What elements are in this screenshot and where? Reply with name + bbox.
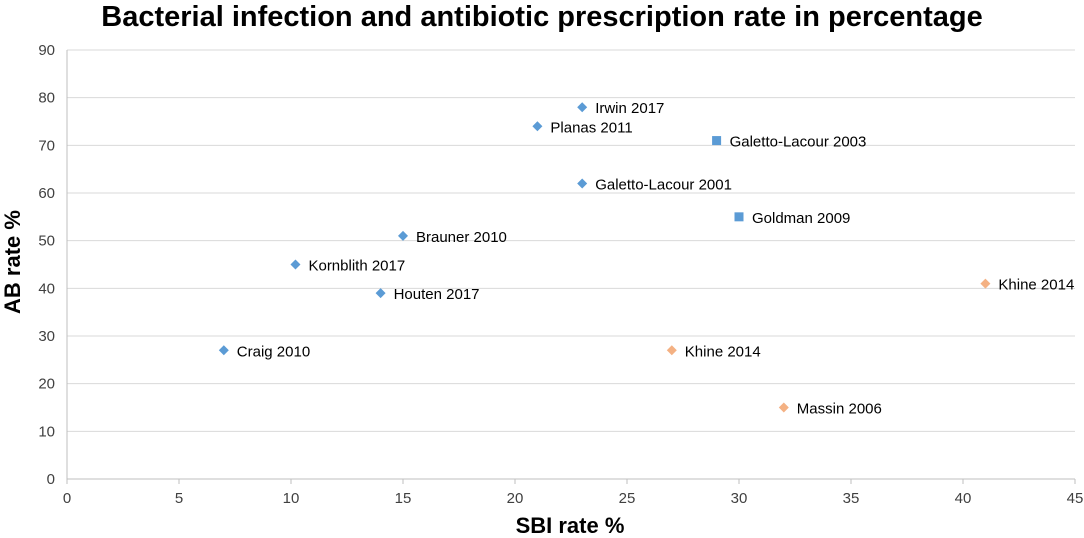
y-tick-label: 50: [38, 233, 55, 250]
data-label: Kornblith 2017: [308, 258, 405, 275]
data-point-diamond: [290, 259, 301, 270]
data-point-diamond: [577, 178, 588, 189]
grid: [66, 49, 1076, 484]
x-tick-label: 20: [507, 490, 524, 507]
x-tick-label: 25: [619, 490, 636, 507]
data-label: Planas 2011: [550, 119, 632, 136]
x-tick-label: 10: [283, 490, 300, 507]
x-tick-label: 45: [1067, 490, 1084, 507]
x-tick-label: 15: [395, 490, 412, 507]
data-point-diamond: [398, 230, 408, 241]
data-label: Khine 2014: [998, 277, 1074, 294]
y-tick-label: 20: [38, 376, 55, 393]
data-label: Khine 2014: [685, 343, 761, 360]
data-point-diamond: [980, 278, 991, 289]
data-point-diamond: [778, 402, 789, 413]
data-points: [218, 102, 991, 413]
data-point-square: [712, 136, 722, 146]
y-tick-label: 0: [47, 471, 55, 488]
tick-labels: 0 10 20 30 40 50 60 70 80 90 0 5 10 15 20 25 30 35 40 45: [38, 42, 1083, 507]
data-label: Goldman 2009: [752, 210, 850, 227]
y-tick-label: 30: [38, 328, 55, 345]
data-point-diamond: [218, 345, 229, 356]
y-tick-label: 60: [38, 185, 55, 202]
x-axis-label: SBI rate %: [516, 513, 625, 538]
data-label: Galetto-Lacour 2003: [730, 134, 867, 151]
x-tick-label: 30: [731, 490, 748, 507]
y-tick-label: 10: [38, 423, 55, 440]
data-point-diamond: [532, 121, 543, 132]
data-label: Irwin 2017: [595, 100, 664, 117]
y-tick-label: 70: [38, 137, 55, 154]
x-tick-label: 40: [955, 490, 972, 507]
y-tick-label: 90: [38, 42, 55, 59]
data-label: Houten 2017: [394, 286, 480, 303]
data-label: Brauner 2010: [416, 229, 507, 246]
data-point-diamond: [577, 102, 588, 113]
data-point-diamond: [666, 345, 677, 356]
x-tick-label: 35: [843, 490, 860, 507]
data-point-diamond: [375, 288, 386, 299]
point-labels: Craig 2010 Kornblith 2017 Houten 2017 Braun…: [237, 100, 1075, 417]
x-tick-label: 5: [175, 490, 183, 507]
data-point-square: [734, 212, 744, 222]
chart-title: Bacterial infection and antibiotic presc…: [101, 1, 982, 33]
data-label: Galetto-Lacour 2001: [595, 176, 732, 193]
data-label: Massin 2006: [797, 401, 882, 418]
y-axis-label: AB rate %: [0, 210, 25, 314]
y-tick-label: 40: [38, 280, 55, 297]
data-label: Craig 2010: [237, 343, 310, 360]
x-tick-label: 0: [63, 490, 71, 507]
y-tick-label: 80: [38, 90, 55, 107]
